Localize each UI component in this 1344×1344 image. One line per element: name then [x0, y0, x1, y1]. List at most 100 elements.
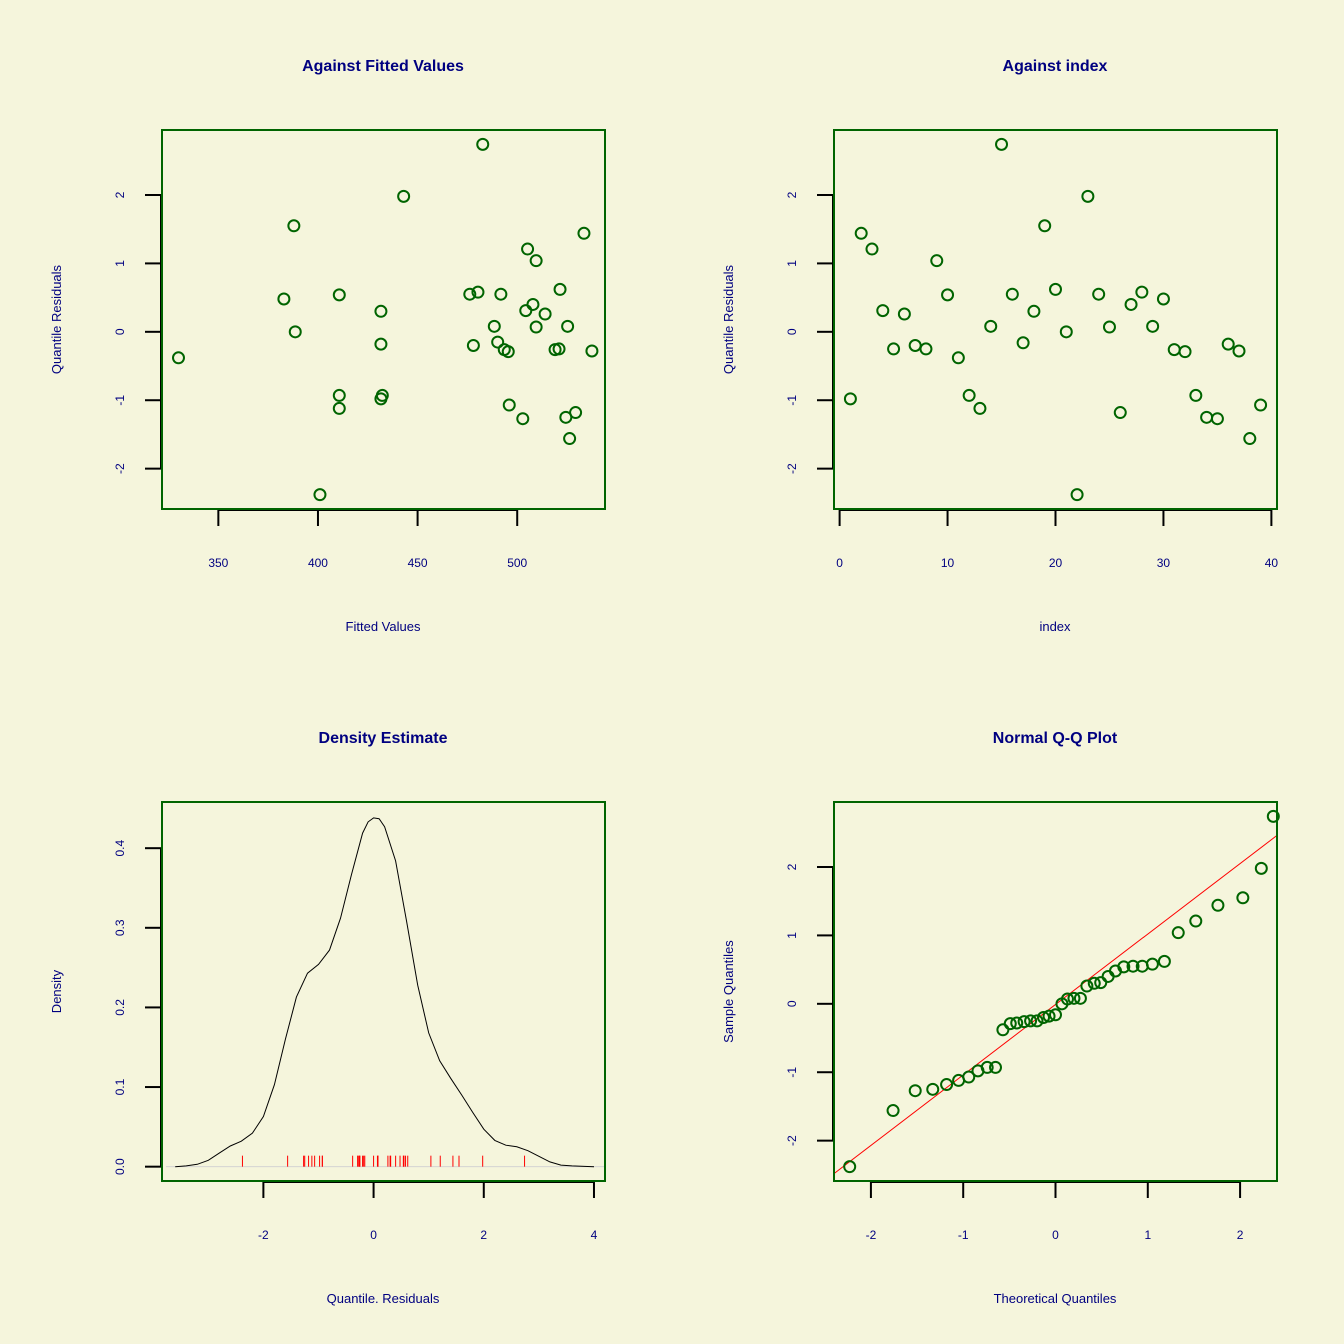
- data-point: [995, 137, 1009, 151]
- data-point: [171, 351, 185, 365]
- data-point: [397, 189, 411, 203]
- data-point: [1081, 189, 1095, 203]
- data-point: [552, 342, 566, 356]
- data-point: [1080, 979, 1094, 993]
- x-tick-label: -1: [958, 1228, 969, 1242]
- data-point: [1038, 219, 1052, 233]
- data-point: [1200, 410, 1214, 424]
- data-point: [919, 342, 933, 356]
- data-point: [1113, 406, 1127, 420]
- data-point: [561, 319, 575, 333]
- y-tick-label: -1: [113, 395, 127, 406]
- x-axis-label: Fitted Values: [346, 619, 421, 634]
- y-tick-label: -2: [113, 463, 127, 474]
- data-point: [1146, 319, 1160, 333]
- data-point: [516, 412, 530, 426]
- data-point: [886, 1104, 900, 1118]
- x-tick-label: 400: [308, 556, 328, 570]
- y-tick-label: 1: [113, 260, 127, 267]
- data-point: [951, 351, 965, 365]
- data-point: [1266, 809, 1280, 823]
- y-tick-label: -1: [785, 1067, 799, 1078]
- x-axis-label: index: [1039, 619, 1071, 634]
- x-tick-label: 20: [1049, 556, 1063, 570]
- plot-frame: [833, 801, 1278, 1182]
- data-point: [277, 292, 291, 306]
- data-point: [1003, 1017, 1017, 1031]
- data-point: [1017, 1015, 1031, 1029]
- x-tick-label: 500: [507, 556, 527, 570]
- data-point: [1016, 336, 1030, 350]
- y-tick-label: 2: [785, 191, 799, 198]
- data-point: [466, 338, 480, 352]
- y-tick-label: 0.1: [113, 1078, 127, 1095]
- panel-fitted: Against Fitted Values Fitted Values Quanti…: [49, 58, 606, 634]
- data-point: [1236, 891, 1250, 905]
- data-point: [1126, 959, 1140, 973]
- data-point: [984, 319, 998, 333]
- data-point: [313, 488, 327, 502]
- data-point: [1211, 898, 1225, 912]
- data-point: [1135, 285, 1149, 299]
- data-point: [1117, 960, 1131, 974]
- data-point: [1010, 1016, 1024, 1030]
- y-tick-label: 2: [785, 863, 799, 870]
- panel-density: Density Estimate Quantile. Residuals Densi…: [49, 730, 606, 1306]
- data-point: [908, 338, 922, 352]
- y-tick-label: -1: [785, 395, 799, 406]
- data-point: [288, 325, 302, 339]
- data-point: [538, 307, 552, 321]
- data-point: [1037, 1010, 1051, 1024]
- data-point: [577, 226, 591, 240]
- data-point: [1232, 344, 1246, 358]
- data-point: [1024, 1014, 1038, 1028]
- data-point: [375, 388, 389, 402]
- chart-title: Against index: [1003, 58, 1108, 75]
- data-point: [1059, 325, 1073, 339]
- data-point: [563, 432, 577, 446]
- x-tick-label: 350: [208, 556, 228, 570]
- x-tick-label: 10: [941, 556, 955, 570]
- data-point: [502, 398, 516, 412]
- data-point: [585, 344, 599, 358]
- x-axis-label: Theoretical Quantiles: [994, 1291, 1117, 1306]
- y-axis-label: Density: [49, 969, 64, 1013]
- data-point: [926, 1082, 940, 1096]
- data-point: [1156, 292, 1170, 306]
- data-point: [529, 254, 543, 268]
- x-tick-label: -2: [258, 1228, 269, 1242]
- data-point: [1189, 388, 1203, 402]
- data-point: [569, 406, 583, 420]
- y-tick-label: 1: [785, 932, 799, 939]
- data-point: [332, 401, 346, 415]
- data-point: [1067, 991, 1081, 1005]
- data-point: [526, 297, 540, 311]
- panel-qq: Normal Q-Q Plot Theoretical Quantiles Samp…: [721, 730, 1280, 1306]
- data-point: [1243, 432, 1257, 446]
- y-tick-label: 0.0: [113, 1158, 127, 1175]
- chart-title: Normal Q-Q Plot: [993, 730, 1118, 747]
- data-point: [1073, 991, 1087, 1005]
- data-point: [1254, 861, 1268, 875]
- y-axis-label: Quantile Residuals: [49, 264, 64, 374]
- data-point: [519, 304, 533, 318]
- data-point: [941, 288, 955, 302]
- data-point: [996, 1023, 1010, 1037]
- data-point: [865, 242, 879, 256]
- data-point: [463, 287, 477, 301]
- data-point: [332, 288, 346, 302]
- data-point: [1092, 287, 1106, 301]
- data-point: [1124, 297, 1138, 311]
- y-tick-label: 0: [785, 328, 799, 335]
- y-tick-label: -2: [785, 1135, 799, 1146]
- data-point: [487, 319, 501, 333]
- data-point: [1049, 282, 1062, 296]
- data-point: [491, 335, 505, 349]
- x-tick-label: 0: [370, 1228, 377, 1242]
- data-point: [897, 307, 911, 321]
- data-point: [1101, 969, 1115, 983]
- x-axis-label: Quantile. Residuals: [327, 1291, 440, 1306]
- y-axis-label: Sample Quantiles: [721, 940, 736, 1043]
